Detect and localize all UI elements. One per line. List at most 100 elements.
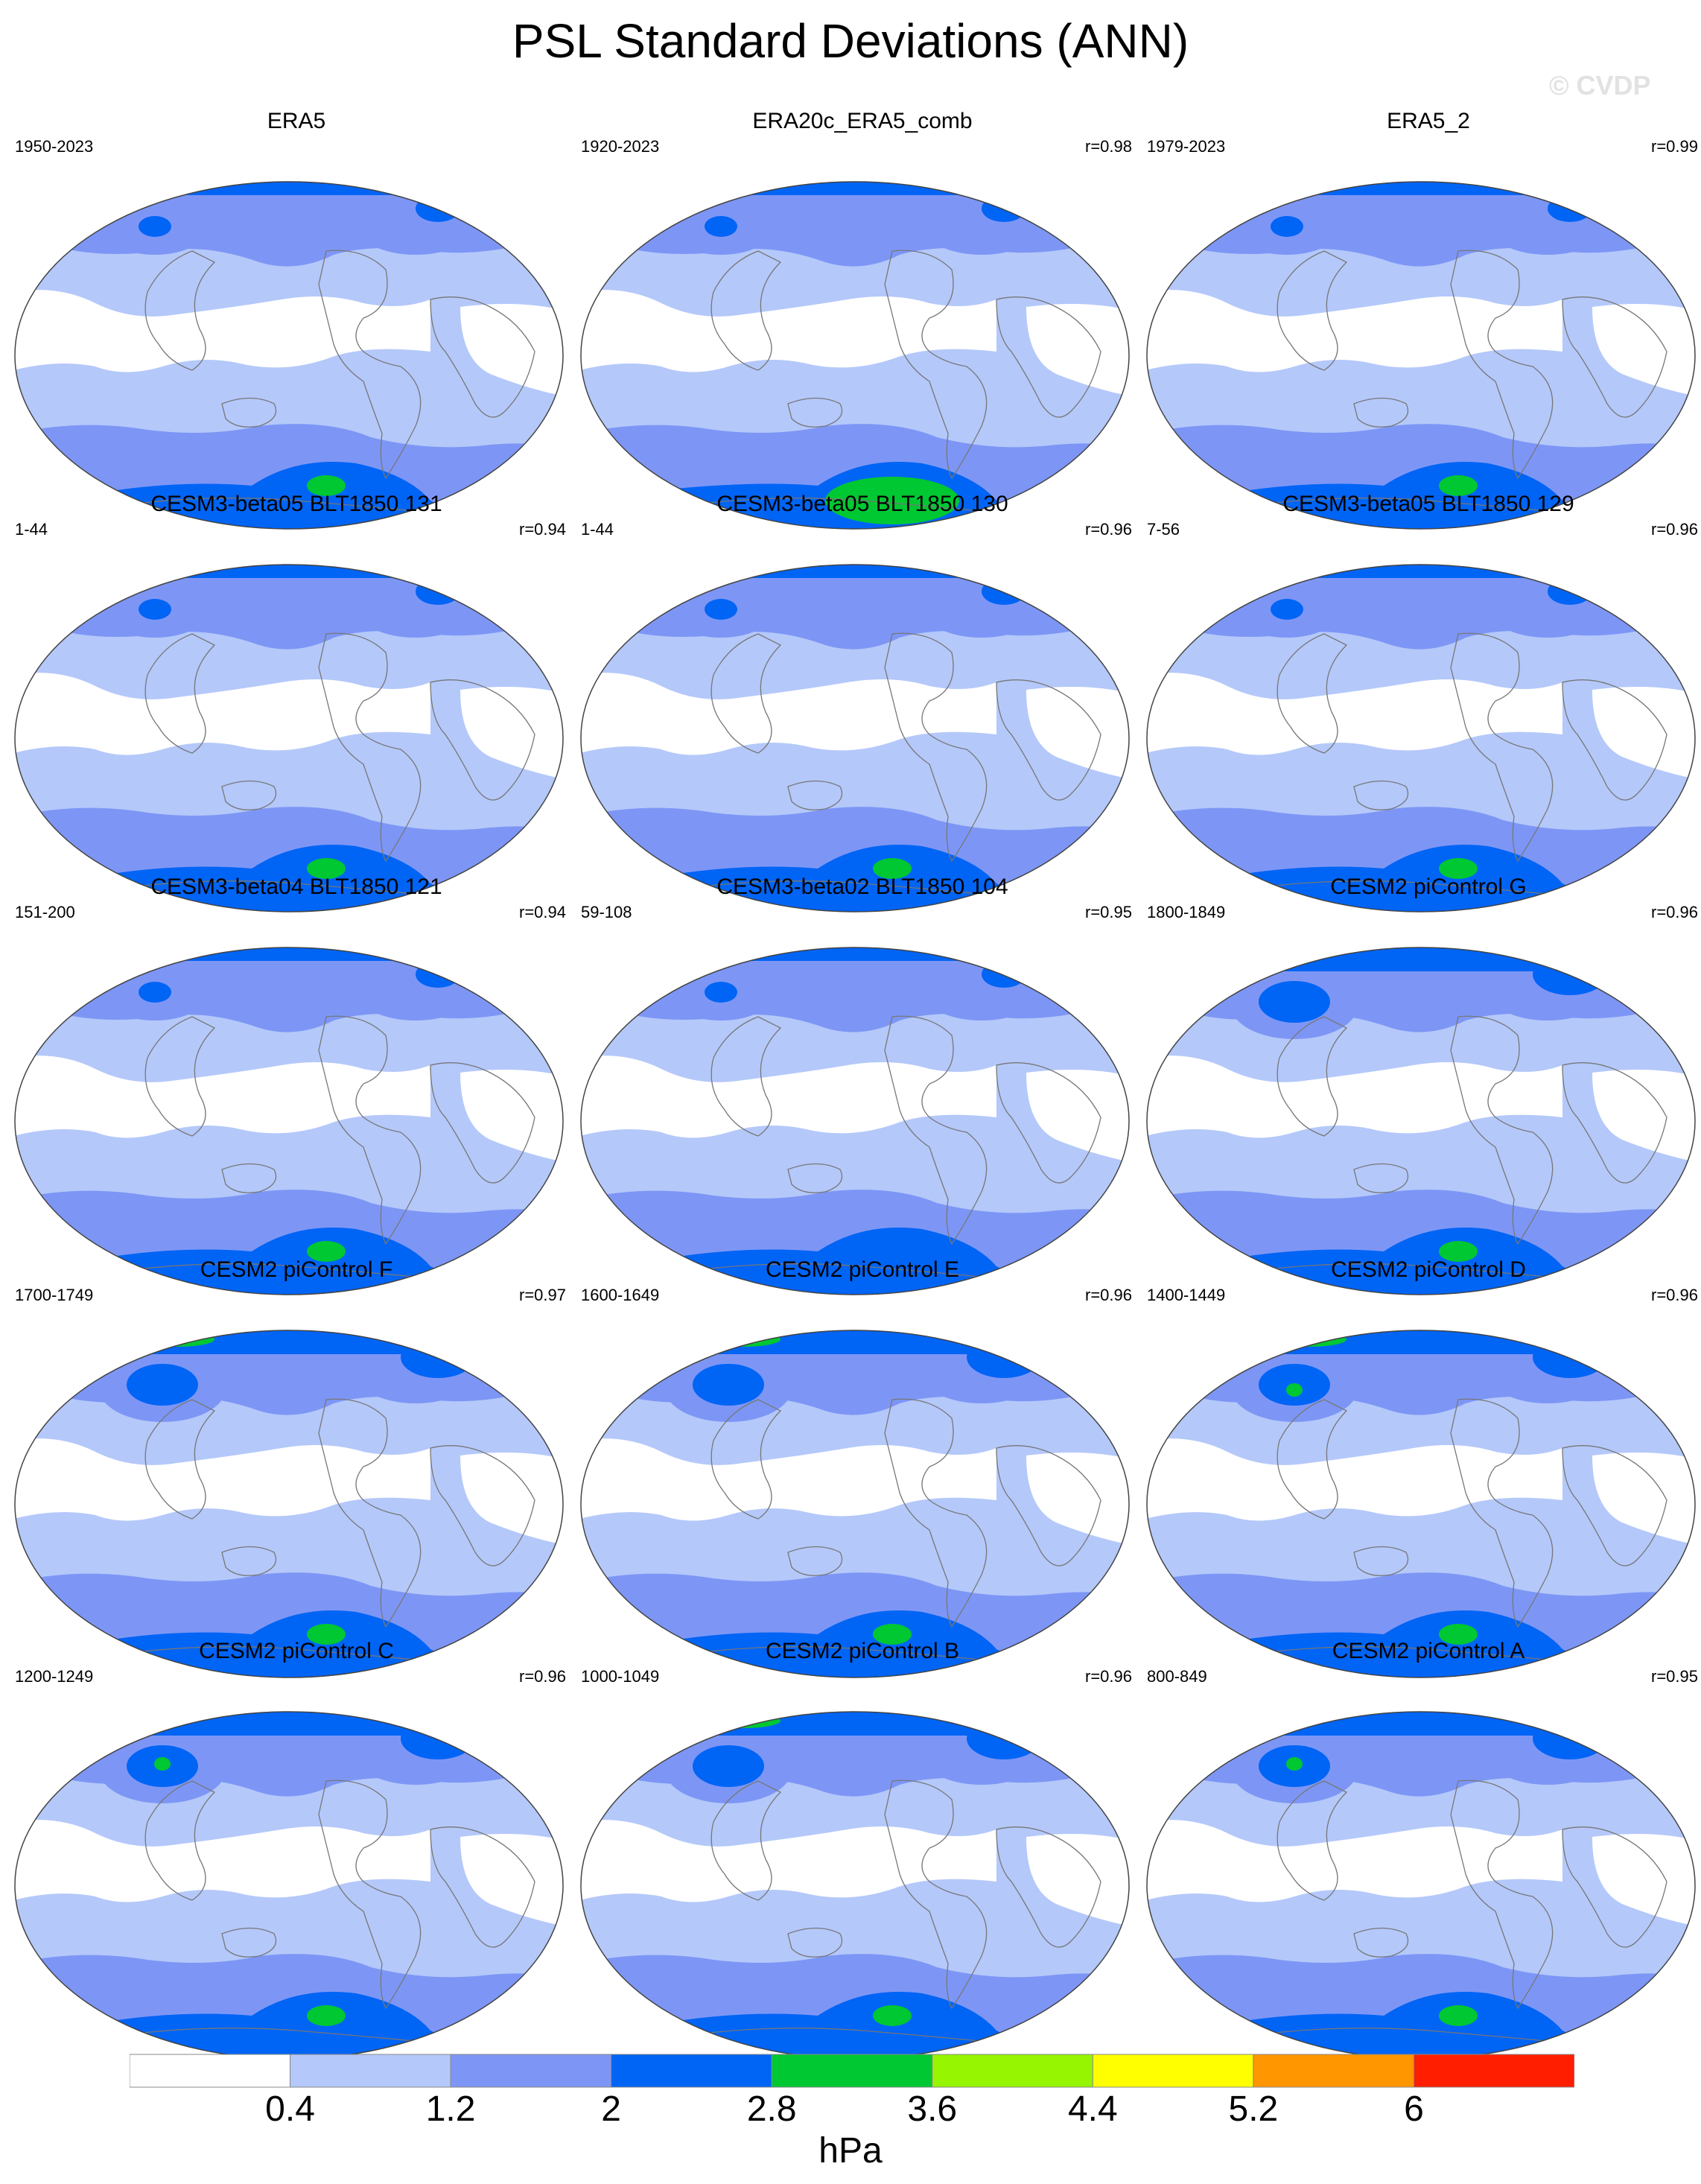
contour-band-below-0.4 bbox=[1592, 687, 1695, 779]
colorbar-tick-label: 3.6 bbox=[907, 2089, 958, 2129]
contour-band-2-2.8-north-atlantic bbox=[401, 1718, 475, 1759]
contour-band-2.8-3.6-north bbox=[103, 566, 177, 581]
contour-band-below-0.4 bbox=[581, 1438, 996, 1521]
contour-band-2-2.8-north bbox=[581, 947, 1129, 961]
contour-band-below-0.4 bbox=[460, 687, 563, 779]
contour-band-below-0.4 bbox=[228, 312, 302, 356]
contour-band-2-2.8-north-pacific bbox=[139, 599, 171, 620]
contour-band-2-2.8-north-pacific bbox=[139, 216, 171, 237]
colorbar-swatch bbox=[932, 2054, 1093, 2088]
contour-band-2-2.8-north-atlantic bbox=[416, 961, 460, 988]
colorbar-tick-label: 1.2 bbox=[425, 2089, 476, 2129]
contour-band-below-0.4 bbox=[15, 1438, 430, 1521]
panel-correlation: r=0.94 bbox=[519, 520, 566, 539]
map bbox=[580, 947, 1130, 1295]
contour-band-2-2.8-north-pacific bbox=[1271, 599, 1303, 620]
panel-correlation: r=0.96 bbox=[519, 1667, 566, 1686]
map bbox=[580, 1330, 1130, 1678]
contour-band-2-2.8-north-atlantic bbox=[982, 578, 1026, 605]
contour-band-2-2.8-north bbox=[15, 947, 563, 961]
contour-band-2-2.8-north-pacific bbox=[705, 599, 737, 620]
contour-band-below-0.4 bbox=[1360, 312, 1434, 356]
map-border bbox=[580, 564, 1130, 912]
panel-title: CESM2 piControl E bbox=[765, 1257, 960, 1282]
contour-band-2.8-3.6-north-pacific bbox=[154, 1757, 171, 1771]
contour-band-2.8-3.6-north-pacific bbox=[1286, 1383, 1303, 1397]
map bbox=[14, 1330, 564, 1678]
map-border bbox=[14, 564, 564, 912]
contour-band-1.2-2-north-atlantic bbox=[356, 961, 475, 1020]
map-panel: CESM2 piControl D 1400-1449 r=0.96 bbox=[1145, 1257, 1701, 1678]
contour-band-below-0.4 bbox=[1360, 1461, 1434, 1505]
map-panel: ERA5 1950-2023 bbox=[13, 109, 579, 530]
panel-title: CESM2 piControl A bbox=[1332, 1639, 1525, 1663]
contour-band-2.8-3.6-south bbox=[825, 477, 959, 524]
panel-period: 1200-1249 bbox=[15, 1667, 94, 1686]
map-border bbox=[14, 947, 564, 1295]
contour-band-2-2.8-north-atlantic bbox=[401, 1336, 475, 1378]
figure-title: PSL Standard Deviations (ANN) bbox=[512, 14, 1189, 68]
contour-band-2-2.8-north-atlantic bbox=[416, 195, 460, 222]
map-border bbox=[1146, 1330, 1696, 1678]
contour-band-1.2-2-north-atlantic bbox=[1488, 578, 1607, 638]
contour-band-2-2.8-north bbox=[15, 565, 563, 578]
contour-band-below-0.4 bbox=[794, 1461, 868, 1505]
coastlines bbox=[1234, 632, 1667, 899]
contour-band-below-0.4 bbox=[15, 673, 430, 755]
map-panel: CESM3-beta05 BLT1850 131 1-44 r=0.94 bbox=[13, 492, 579, 912]
contour-band-below-0.4 bbox=[460, 1453, 563, 1545]
panel-period: 7-56 bbox=[1147, 520, 1180, 539]
contour-band-below-0.4 bbox=[1026, 1834, 1129, 1926]
coastlines bbox=[668, 1780, 1101, 2046]
contour-band-below-0.4 bbox=[1592, 1070, 1695, 1162]
contour-band-below-0.4 bbox=[794, 695, 868, 739]
contour-band-2-2.8-north bbox=[1147, 1712, 1695, 1736]
contour-band-below-0.4 bbox=[1592, 1834, 1695, 1926]
contour-band-2.8-3.6-south bbox=[873, 1624, 912, 1645]
contour-band-below-0.4 bbox=[460, 304, 563, 396]
colorbar-tick-label: 5.2 bbox=[1228, 2089, 1279, 2129]
contour-band-2-2.8-north-pacific bbox=[705, 982, 737, 1003]
contour-band-below-0.4 bbox=[460, 1834, 563, 1926]
panel-title: ERA20c_ERA5_comb bbox=[752, 109, 973, 133]
map bbox=[14, 1711, 564, 2060]
contour-band-below-0.4 bbox=[1147, 290, 1562, 372]
contour-band-2-2.8-north-pacific bbox=[127, 1364, 198, 1406]
panel-correlation: r=0.96 bbox=[1651, 1286, 1698, 1304]
contour-band-below-0.4 bbox=[1360, 695, 1434, 739]
contour-band-2-2.8-north-pacific bbox=[1271, 216, 1303, 237]
contour-band-2-2.8-north-atlantic bbox=[967, 1336, 1041, 1378]
contour-band-below-0.4 bbox=[228, 1461, 302, 1505]
coastlines bbox=[102, 1780, 535, 2046]
contour-band-below-0.4 bbox=[15, 290, 430, 372]
panel-correlation: r=0.95 bbox=[1085, 903, 1132, 921]
contour-band-2.8-3.6-south bbox=[873, 858, 912, 879]
contour-band-below-0.4 bbox=[1026, 1070, 1129, 1162]
panel-period: 800-849 bbox=[1147, 1667, 1207, 1686]
coastlines bbox=[668, 250, 1101, 516]
contour-band-2-2.8-north-atlantic bbox=[416, 578, 460, 605]
contour-band-below-0.4 bbox=[228, 1078, 302, 1122]
coastlines bbox=[1234, 250, 1667, 516]
contour-band-below-0.4 bbox=[794, 1842, 868, 1886]
contour-band-2-2.8-north-atlantic bbox=[1533, 953, 1607, 995]
map bbox=[14, 181, 564, 530]
map-border bbox=[14, 181, 564, 530]
contour-band-1.2-2-north-atlantic bbox=[922, 195, 1041, 255]
coastlines bbox=[102, 1398, 535, 1665]
watermark: © CVDP bbox=[1549, 70, 1651, 101]
map-border bbox=[14, 1330, 564, 1678]
contour-band-2-2.8-north bbox=[581, 1712, 1129, 1736]
colorbar-swatch bbox=[1253, 2054, 1414, 2088]
colorbar-swatch bbox=[771, 2054, 933, 2088]
panel-period: 1400-1449 bbox=[1147, 1286, 1226, 1304]
panel-period: 1920-2023 bbox=[581, 137, 660, 156]
colorbar bbox=[130, 2054, 1574, 2088]
contour-band-1.2-2-north-atlantic bbox=[1488, 195, 1607, 255]
contour-band-below-0.4 bbox=[15, 1056, 430, 1138]
colorbar-swatch bbox=[290, 2054, 451, 2088]
map bbox=[14, 947, 564, 1295]
panel-correlation: r=0.96 bbox=[1085, 520, 1132, 539]
contour-band-2-2.8-north-atlantic bbox=[1533, 1336, 1607, 1378]
contour-band-below-0.4 bbox=[1026, 687, 1129, 779]
